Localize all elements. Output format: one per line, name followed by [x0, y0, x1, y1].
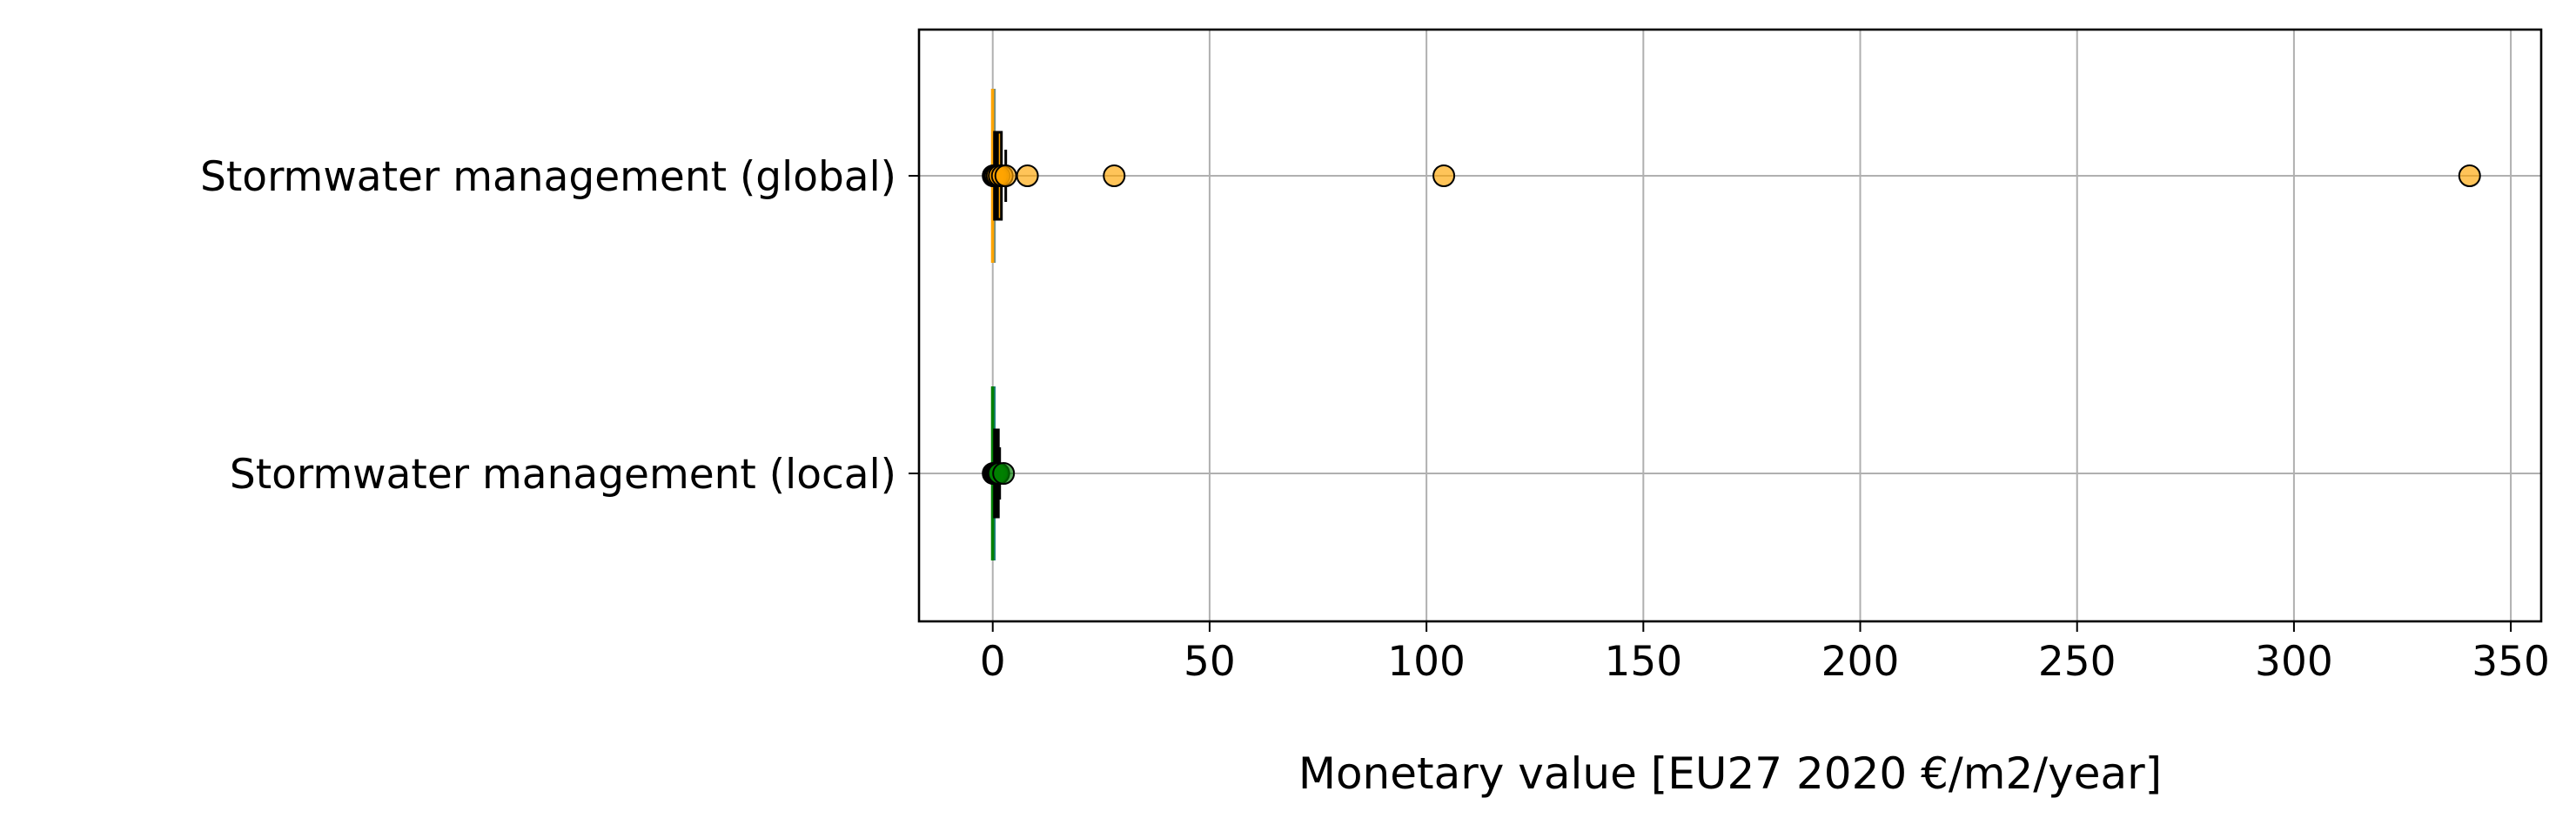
- box-plots: [990, 89, 1008, 560]
- data-point: [992, 462, 1016, 485]
- data-point: [2458, 164, 2481, 187]
- data-points: [982, 164, 2481, 485]
- data-point: [994, 164, 1017, 187]
- grid-lines: [919, 30, 2541, 621]
- x-tick-label: 250: [2038, 638, 2116, 686]
- x-tick-label: 300: [2255, 638, 2333, 686]
- data-point: [1016, 164, 1039, 187]
- y-tick-label: Stormwater management (global): [200, 153, 896, 201]
- plot-area-frame: [917, 28, 2543, 623]
- data-point: [1103, 164, 1126, 187]
- x-tick-label: 350: [2472, 638, 2550, 686]
- x-tick-label: 150: [1604, 638, 1682, 686]
- y-tick-label: Stormwater management (local): [230, 451, 896, 499]
- y-axis-ticks: Stormwater management (global) Stormwater…: [200, 153, 919, 499]
- x-tick-label: 0: [980, 638, 1006, 686]
- x-tick-label: 50: [1184, 638, 1236, 686]
- x-axis-ticks: 0 50 100 150 200 250 300 350: [980, 621, 2550, 686]
- data-point: [1432, 164, 1456, 187]
- x-axis-label: Monetary value [EU27 2020 €/m2/year]: [1298, 748, 2162, 799]
- x-tick-label: 100: [1387, 638, 1466, 686]
- x-tick-label: 200: [1821, 638, 1900, 686]
